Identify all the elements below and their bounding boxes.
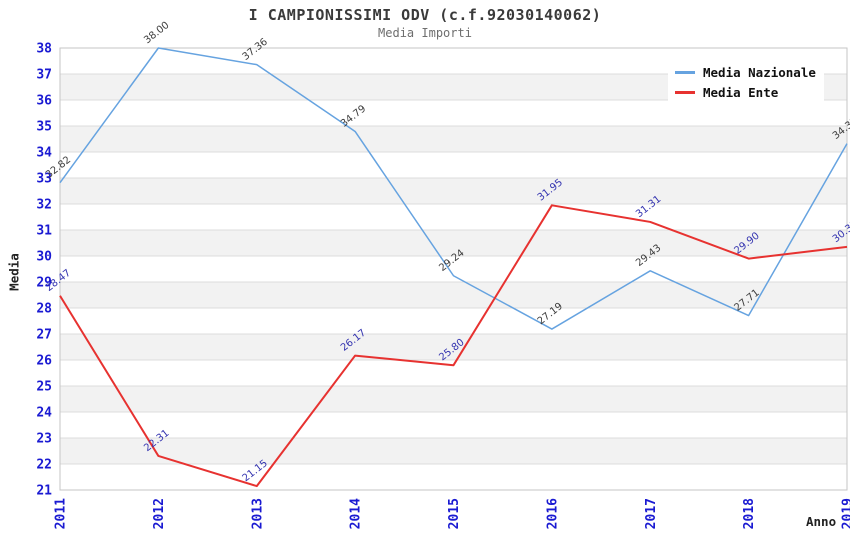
y-tick-label: 32 <box>36 198 52 213</box>
y-tick-label: 36 <box>36 94 52 109</box>
y-tick-label: 38 <box>36 42 52 57</box>
legend-label-media-nazionale: Media Nazionale <box>703 64 816 80</box>
y-tick-label: 37 <box>36 68 52 83</box>
y-tick-label: 29 <box>36 276 52 291</box>
legend-label-media-ente: Media Ente <box>703 84 779 100</box>
x-tick-label: 2012 <box>152 498 167 529</box>
y-tick-label: 28 <box>36 302 52 317</box>
y-tick-label: 22 <box>36 458 52 473</box>
x-tick-label: 2017 <box>644 498 659 529</box>
y-tick-label: 24 <box>36 406 52 421</box>
y-tick-label: 25 <box>36 380 52 395</box>
point-label: 37.36 <box>241 37 270 63</box>
plot-stripe <box>60 126 847 152</box>
y-tick-label: 30 <box>36 250 52 265</box>
y-tick-label: 31 <box>36 224 52 239</box>
y-tick-label: 35 <box>36 120 52 135</box>
y-tick-label: 27 <box>36 328 52 343</box>
chart-subtitle: Media Importi <box>378 26 472 40</box>
y-tick-label: 26 <box>36 354 52 369</box>
x-tick-label: 2016 <box>545 498 560 529</box>
y-tick-label: 34 <box>36 146 52 161</box>
x-tick-label: 2018 <box>742 498 757 529</box>
series-line-media-nazionale <box>59 47 848 330</box>
plot-border <box>59 47 848 491</box>
x-tick-label: 2015 <box>447 498 462 529</box>
x-tick-label: 2014 <box>349 498 364 529</box>
y-tick-label: 33 <box>36 172 52 187</box>
plot-stripe <box>60 334 847 360</box>
x-tick-label: 2019 <box>841 498 850 529</box>
plot-stripe <box>60 438 847 464</box>
plot-stripe <box>60 230 847 256</box>
legend-swatch-media-ente-line-icon <box>675 90 695 94</box>
chart-title: I CAMPIONISSIMI ODV (c.f.92030140062) <box>248 6 602 24</box>
x-tick-label: 2013 <box>250 498 265 529</box>
legend-swatch-media-nazionale-line-icon <box>675 70 695 74</box>
y-axis-title: Media <box>6 253 22 291</box>
x-axis-title: Anno <box>806 514 837 529</box>
plot-stripe <box>60 178 847 204</box>
point-label: 38.00 <box>142 20 171 46</box>
legend-item-media-ente: Media Ente <box>675 82 816 102</box>
plot-stripe <box>60 282 847 308</box>
legend-item-media-nazionale: Media Nazionale <box>675 62 816 82</box>
chart-legend: Media Nazionale Media Ente <box>668 56 824 108</box>
series-line-media-ente <box>59 204 848 488</box>
y-tick-label: 21 <box>36 484 52 499</box>
y-tick-label: 23 <box>36 432 52 447</box>
plot-stripe <box>60 386 847 412</box>
x-tick-label: 2011 <box>54 498 69 529</box>
